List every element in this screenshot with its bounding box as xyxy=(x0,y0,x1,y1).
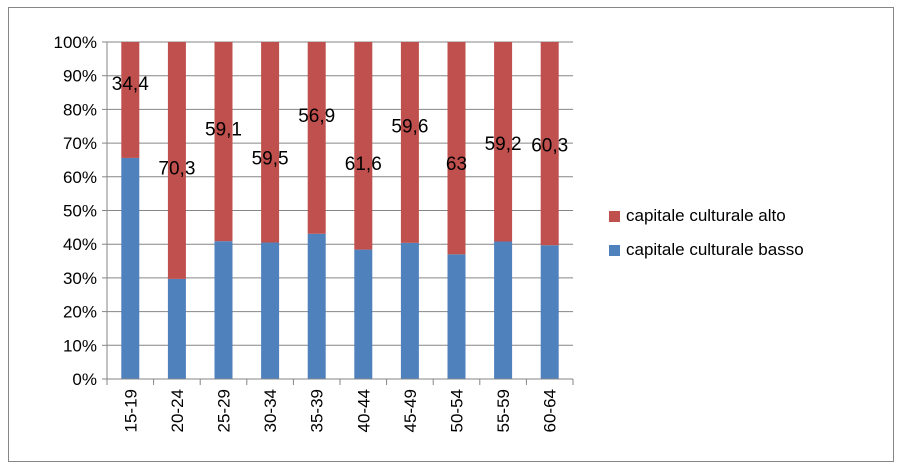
legend-swatch xyxy=(609,245,620,256)
y-tick-label: 10% xyxy=(63,336,97,355)
data-labels: 34,4 70,3 59,1 59,5 56,9 61,6 59,6 63 59,2 60,3 xyxy=(112,74,568,179)
bar-segment-alto xyxy=(540,42,559,246)
x-tick-label: 20-24 xyxy=(168,389,187,432)
bar-segment-alto xyxy=(447,42,466,255)
data-label: 59,1 xyxy=(205,120,242,141)
bar-segment-basso xyxy=(354,249,373,379)
bar-segment-alto xyxy=(121,42,140,158)
x-tick-label: 30-34 xyxy=(261,389,280,432)
bar-segment-alto xyxy=(400,42,419,243)
data-label: 70,3 xyxy=(158,158,195,179)
y-tick-label: 80% xyxy=(63,100,97,119)
legend-label: capitale culturale basso xyxy=(626,240,804,259)
bar-segment-basso xyxy=(121,157,140,379)
bar-segment-basso xyxy=(167,278,186,379)
bar-segment-basso xyxy=(307,233,326,379)
y-tick-label: 70% xyxy=(63,134,97,153)
data-label: 63 xyxy=(446,154,467,175)
x-tick-label: 55-59 xyxy=(494,389,513,432)
stacked-bar-chart: 0% 10% 20% 30% 40% 50% 60% 70% 80% 90% 100% 15-19 2… xyxy=(54,33,804,432)
y-tick-label: 90% xyxy=(63,67,97,86)
axes xyxy=(102,41,574,385)
bars xyxy=(121,42,559,379)
y-tick-labels: 0% 10% 20% 30% 40% 50% 60% 70% 80% 90% 100% xyxy=(54,33,97,389)
legend-label: capitale culturale alto xyxy=(626,206,786,225)
x-tick-label: 45-49 xyxy=(401,389,420,432)
bar-segment-alto xyxy=(214,42,233,242)
bar-segment-basso xyxy=(494,241,513,379)
x-tick-label: 50-54 xyxy=(448,389,467,432)
bar-segment-alto xyxy=(167,42,186,279)
y-tick-label: 20% xyxy=(63,303,97,322)
data-label: 59,2 xyxy=(485,134,522,155)
data-label: 34,4 xyxy=(112,74,149,95)
bar-segment-basso xyxy=(540,245,559,379)
bar-segment-basso xyxy=(400,242,419,379)
data-label: 61,6 xyxy=(345,154,382,175)
bar-segment-basso xyxy=(214,241,233,379)
x-tick-label: 60-64 xyxy=(541,389,560,432)
y-tick-label: 40% xyxy=(63,235,97,254)
bar-segment-alto xyxy=(307,42,326,234)
x-tick-label: 40-44 xyxy=(354,389,373,432)
x-tick-label: 25-29 xyxy=(215,389,234,432)
data-label: 59,5 xyxy=(252,148,289,169)
legend: capitale culturale alto capitale cultural… xyxy=(609,206,804,259)
x-tick-labels: 15-19 20-24 25-29 30-34 35-39 40-44 45-49 50-54… xyxy=(121,389,559,432)
y-tick-label: 100% xyxy=(54,33,97,52)
bar-segment-basso xyxy=(261,242,280,379)
bar-segment-alto xyxy=(354,42,373,250)
y-tick-label: 60% xyxy=(63,168,97,187)
x-tick-label: 35-39 xyxy=(308,389,327,432)
bar-segment-alto xyxy=(261,42,280,243)
data-label: 60,3 xyxy=(531,136,568,157)
legend-swatch xyxy=(609,211,620,222)
data-label: 56,9 xyxy=(298,106,335,127)
bar-segment-alto xyxy=(494,42,513,242)
chart-area: 0% 10% 20% 30% 40% 50% 60% 70% 80% 90% 100% 15-19 2… xyxy=(8,7,894,462)
data-label: 59,6 xyxy=(391,116,428,137)
y-tick-label: 30% xyxy=(63,269,97,288)
x-tick-label: 15-19 xyxy=(121,389,140,432)
y-tick-label: 50% xyxy=(63,202,97,221)
bar-segment-basso xyxy=(447,254,466,379)
y-tick-label: 0% xyxy=(72,370,97,389)
